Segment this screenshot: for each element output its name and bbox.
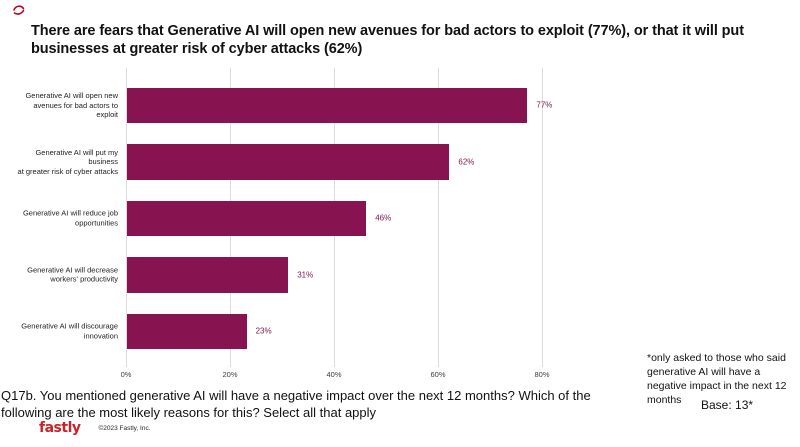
bar [127,200,367,236]
bar [127,257,289,293]
category-label: Generative AI will reduce job opportunit… [22,208,118,228]
category-label: Generative AI will open new avenues for … [25,91,118,119]
base-label: Base: 13* [701,398,754,412]
bar [127,87,528,123]
red-scribble-mark [13,5,25,15]
bar-value-label: 31% [297,270,314,280]
bar-chart: 0% 20% 40% 60% 80% 77% 62% 46% 31% 23% [121,68,566,380]
bar [127,313,247,349]
x-axis-tick-label: 60% [430,370,446,379]
gridline [542,68,543,367]
footer: fastly ©2023 Fastly, Inc. [39,420,151,436]
category-label: Generative AI will decrease workers' pro… [27,265,118,284]
bar [127,144,450,180]
bar-value-label: 77% [536,100,553,110]
x-axis-tick-label: 0% [120,370,132,379]
gridline [438,68,439,367]
bar-value-label: 46% [375,213,392,223]
gridline [126,68,127,367]
question-text: Q17b. You mentioned generative AI will h… [1,388,591,420]
x-axis-tick-label: 20% [222,370,238,379]
copyright-text: ©2023 Fastly, Inc. [98,424,151,432]
bar-value-label: 23% [255,326,272,336]
chart-title: There are fears that Generative AI will … [31,23,744,57]
category-label: Generative AI will discourage innovation [21,321,118,341]
category-label: Generative AI will put my business at gr… [17,147,118,176]
x-axis-tick-label: 80% [534,370,550,379]
x-axis-tick-label: 40% [326,370,342,379]
footnote: *only asked to those who said generative… [647,352,787,406]
fastly-logo: fastly [39,420,81,436]
bar-value-label: 62% [458,157,475,167]
